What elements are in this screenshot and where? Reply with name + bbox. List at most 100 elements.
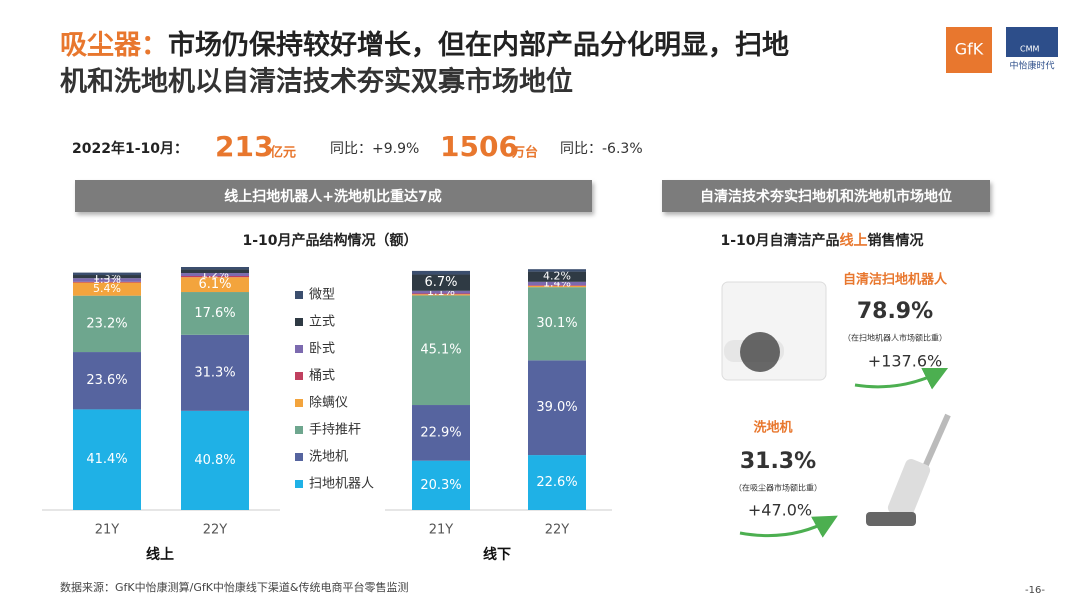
x-tick-label: 22Y xyxy=(203,523,228,538)
value-label: 4.2% xyxy=(543,270,571,283)
x-tick-label: 21Y xyxy=(95,523,120,538)
growth-arrow xyxy=(739,515,838,538)
bar-segment xyxy=(412,460,470,510)
value-label: 45.1% xyxy=(420,343,461,358)
title-highlight: 吸尘器： xyxy=(60,30,168,61)
legend-swatch xyxy=(295,480,303,488)
sales-unit: 亿元 xyxy=(270,145,296,161)
bar-segment xyxy=(412,295,470,406)
legend-swatch xyxy=(295,399,303,407)
title-line: 机和洗地机以自清洁技术夯实双寡市场地位 xyxy=(60,66,573,98)
page-number: -16- xyxy=(1025,585,1045,596)
value-label: 41.4% xyxy=(86,452,127,467)
bar-segment xyxy=(528,360,586,456)
panel-subtitle: 1-10月自清洁产品线上销售情况 xyxy=(720,232,923,249)
bar-segment xyxy=(181,277,249,293)
cmm-logo-text: CMM xyxy=(1020,45,1039,54)
bar-segment xyxy=(528,455,586,510)
source: 数据来源：GfK中怡康测算/GfK中怡康线下渠道&传统电商平台零售监测 xyxy=(60,580,409,594)
value-label: 30.1% xyxy=(536,316,577,331)
stat-note: （在扫地机器人市场额比重） xyxy=(843,333,947,343)
charts: 41.4%23.6%23.2%5.4%1.5%1.3%21Y40.8%31.3%… xyxy=(42,267,612,563)
chart-title: 线下 xyxy=(483,546,511,563)
stat-title: 洗地机 xyxy=(753,420,792,436)
value-label: 20.3% xyxy=(420,478,461,493)
bar-segment xyxy=(412,293,470,295)
x-tick-label: 21Y xyxy=(429,523,454,538)
legend-swatch xyxy=(295,318,303,326)
legend-label: 手持推杆 xyxy=(309,423,361,438)
bar-segment xyxy=(528,287,586,361)
value-label: 1.3% xyxy=(93,270,121,283)
stat-growth: +137.6% xyxy=(868,352,942,371)
value-label: 22.6% xyxy=(536,475,577,490)
gfk-logo xyxy=(946,27,992,73)
value-label: 23.6% xyxy=(86,373,127,388)
volume-unit: 万台 xyxy=(511,145,538,161)
chart-title: 线上 xyxy=(146,546,174,563)
gfk-logo-text: GfK xyxy=(955,40,984,59)
bar-segment xyxy=(73,409,141,510)
title-rest: 市场仍保持较好增长，但在内部产品分化明显，扫地 xyxy=(168,29,789,61)
cmm-logo-name: 中怡康时代 xyxy=(1009,60,1054,72)
stat-share: 78.9% xyxy=(857,299,933,324)
growth-arrow xyxy=(854,367,949,390)
bar-segment xyxy=(412,290,470,294)
stat-growth: +47.0% xyxy=(748,501,812,520)
bar-segment xyxy=(181,410,249,510)
bar-segment xyxy=(73,275,141,279)
bar-segment xyxy=(412,294,470,296)
section-bar xyxy=(662,180,990,212)
bar-segment xyxy=(73,281,141,283)
sales-yoy: 同比：+9.9% xyxy=(330,141,419,157)
bar-segment xyxy=(73,352,141,410)
bar-segment xyxy=(181,292,249,335)
bar-segment xyxy=(528,269,586,272)
robot-image xyxy=(721,281,827,381)
legend-label: 洗地机 xyxy=(309,450,348,465)
sales: 213 xyxy=(215,130,273,163)
value-label: 22.9% xyxy=(420,425,461,440)
section-heading: 线上扫地机器人+洗地机比重达7成 xyxy=(224,188,441,205)
legend-swatch xyxy=(295,372,303,380)
value-label: 40.8% xyxy=(194,453,235,468)
value-label: 6.1% xyxy=(198,277,231,292)
volume-yoy: 同比：-6.3% xyxy=(560,141,643,157)
bar-segment xyxy=(528,285,586,288)
stat-share: 31.3% xyxy=(740,449,816,474)
bar-segment xyxy=(181,267,249,270)
subtitle-highlight: 线上 xyxy=(840,232,868,249)
subtitle-part: 销售情况 xyxy=(868,232,924,249)
value-label: 23.2% xyxy=(86,316,127,331)
legend-label: 扫地机器人 xyxy=(309,477,374,492)
subtitle-part: 1-10月自清洁产品 xyxy=(720,232,839,249)
legend-label: 桶式 xyxy=(309,369,335,384)
x-tick-label: 22Y xyxy=(545,523,570,538)
bar-segment xyxy=(528,271,586,282)
value-label: 5.4% xyxy=(93,282,121,295)
legend-swatch xyxy=(295,453,303,461)
bar-segment xyxy=(73,295,141,353)
cmm-logo xyxy=(1006,27,1058,57)
legend-label: 除螨仪 xyxy=(309,396,348,411)
bar-segment xyxy=(412,270,470,275)
value-label: 31.3% xyxy=(194,365,235,380)
legend-label: 微型 xyxy=(309,288,335,303)
bar-segment xyxy=(181,273,249,276)
legend-swatch xyxy=(295,345,303,353)
bar-segment xyxy=(412,405,470,461)
legend-label: 立式 xyxy=(309,315,335,330)
legend-swatch xyxy=(295,426,303,434)
washer-image xyxy=(866,413,951,526)
bar-segment xyxy=(528,285,586,286)
bar-segment xyxy=(181,334,249,411)
legend-label: 卧式 xyxy=(309,342,335,357)
chart-subtitle: 1-10月产品结构情况（额） xyxy=(242,232,417,249)
volume: 1506 xyxy=(440,130,518,163)
bar-segment xyxy=(73,272,141,276)
legend-swatch xyxy=(295,291,303,299)
bar-segment xyxy=(73,278,141,282)
stat-title: 自清洁扫地机器人 xyxy=(843,272,948,288)
bar-segment xyxy=(73,282,141,296)
